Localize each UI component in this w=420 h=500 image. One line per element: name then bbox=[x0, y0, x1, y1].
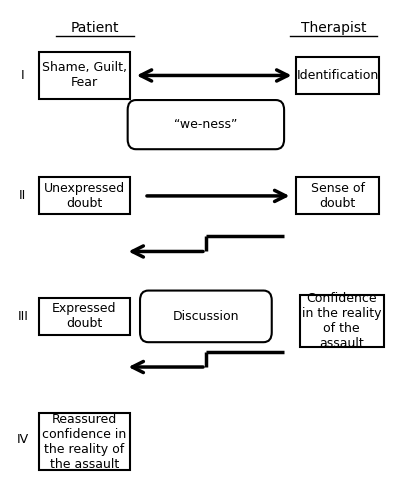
FancyBboxPatch shape bbox=[39, 298, 130, 335]
Text: Expressed
doubt: Expressed doubt bbox=[52, 302, 117, 330]
Text: Therapist: Therapist bbox=[301, 22, 366, 36]
Text: Identification: Identification bbox=[297, 69, 379, 82]
FancyBboxPatch shape bbox=[39, 178, 130, 214]
Text: III: III bbox=[17, 310, 28, 323]
Text: Confidence
in the reality
of the
assault: Confidence in the reality of the assault bbox=[302, 292, 381, 350]
Text: II: II bbox=[19, 190, 26, 202]
FancyBboxPatch shape bbox=[39, 52, 130, 99]
FancyBboxPatch shape bbox=[297, 57, 379, 94]
Text: Unexpressed
doubt: Unexpressed doubt bbox=[44, 182, 125, 210]
FancyBboxPatch shape bbox=[297, 178, 379, 214]
FancyBboxPatch shape bbox=[39, 414, 130, 470]
FancyBboxPatch shape bbox=[140, 290, 272, 342]
Text: Patient: Patient bbox=[71, 22, 119, 36]
Text: Discussion: Discussion bbox=[173, 310, 239, 323]
Text: IV: IV bbox=[17, 433, 29, 446]
FancyBboxPatch shape bbox=[128, 100, 284, 149]
Text: Shame, Guilt,
Fear: Shame, Guilt, Fear bbox=[42, 62, 127, 90]
Text: Reassured
confidence in
the reality of
the assault: Reassured confidence in the reality of t… bbox=[42, 413, 126, 471]
Text: I: I bbox=[21, 69, 24, 82]
FancyBboxPatch shape bbox=[299, 296, 384, 347]
Text: Sense of
doubt: Sense of doubt bbox=[311, 182, 365, 210]
Text: “we-ness”: “we-ness” bbox=[174, 118, 238, 131]
